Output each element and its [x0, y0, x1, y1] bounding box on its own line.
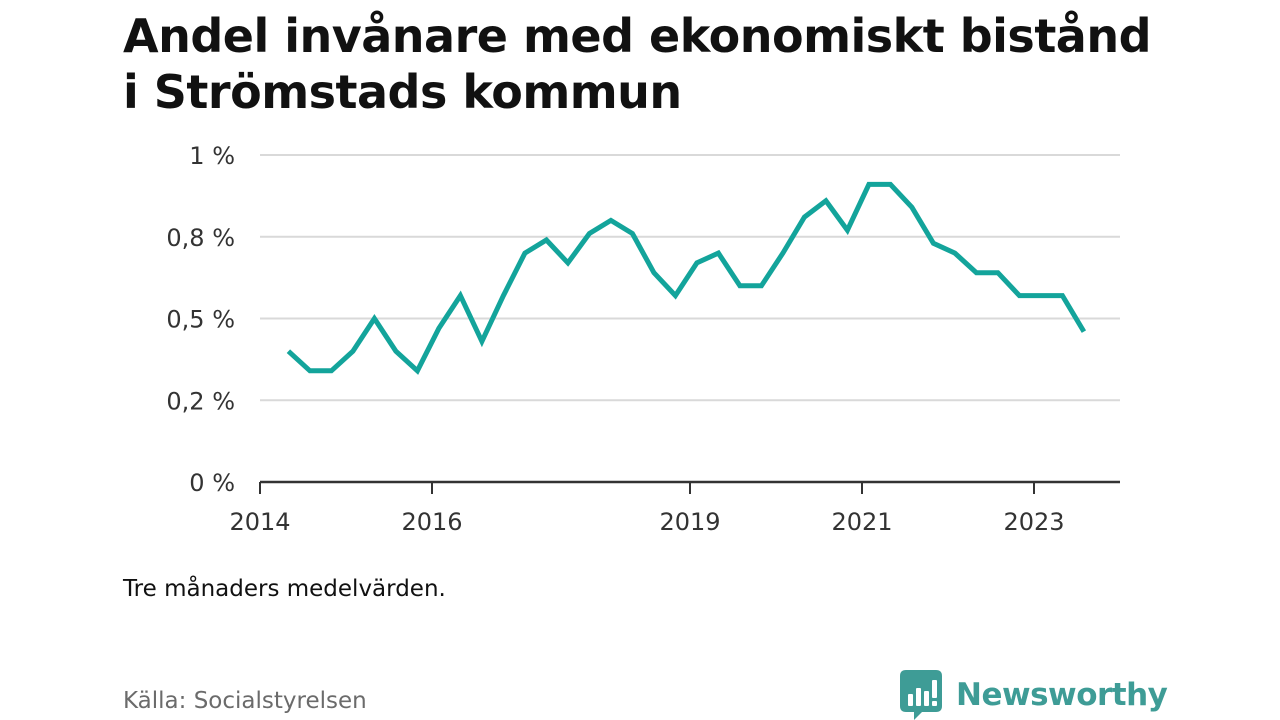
chart-note: Tre månaders medelvärden. — [123, 576, 446, 602]
chart-title: Andel invånare med ekonomiskt bistånd i … — [123, 9, 1152, 119]
line-chart: 0 %0,2 %0,5 %0,8 %1 % 2014 2016 2019 2021 20… — [166, 142, 1120, 536]
y-tick-label: 0,2 % — [166, 387, 235, 415]
x-tick-label: 2014 — [229, 508, 290, 536]
series-layer — [286, 181, 1087, 375]
newsworthy-logo: Newsworthy — [900, 670, 1168, 720]
y-tick-label: 0,5 % — [166, 306, 235, 334]
y-tick-label: 0 % — [189, 469, 235, 497]
x-tick-label: 2019 — [659, 508, 720, 536]
x-axis — [259, 480, 1120, 494]
source-credit: Källa: Socialstyrelsen — [123, 688, 367, 714]
y-tick-label: 1 % — [189, 142, 235, 170]
x-tick-label: 2016 — [401, 508, 462, 536]
y-tick-label: 0,8 % — [166, 224, 235, 252]
y-axis-labels: 0 % 0,2 % 0,5 % 0,8 % 1 % — [166, 142, 235, 497]
grid-lines — [260, 154, 1120, 402]
x-tick-label: 2021 — [831, 508, 892, 536]
x-axis-labels: 2014 2016 2019 2021 2023 — [229, 508, 1064, 536]
series-line — [286, 181, 1087, 375]
bar-chart-icon — [900, 670, 942, 720]
brand-name: Newsworthy — [956, 677, 1168, 713]
x-tick-label: 2023 — [1003, 508, 1064, 536]
